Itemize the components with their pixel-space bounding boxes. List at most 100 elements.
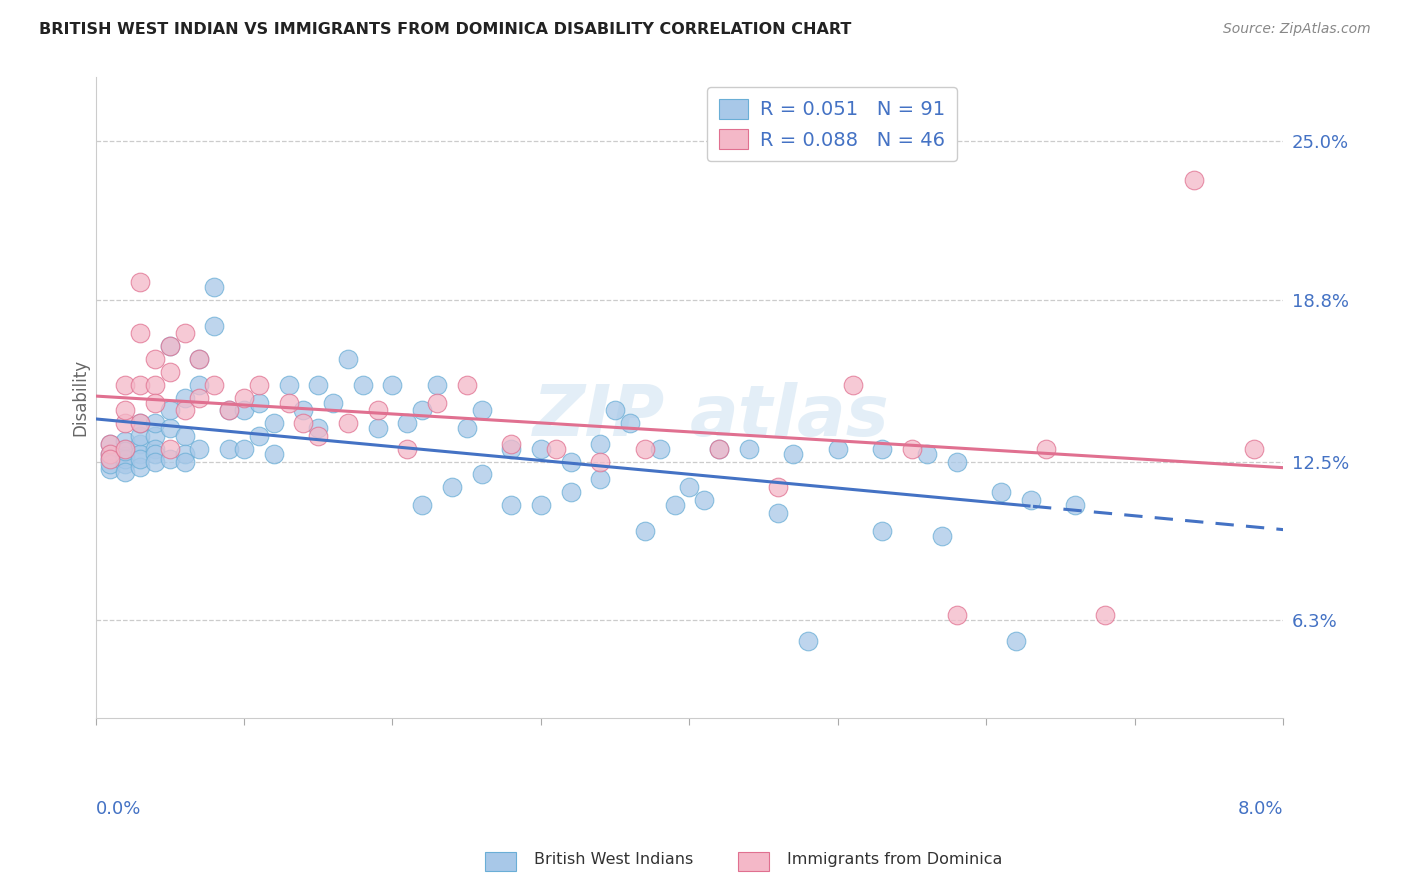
Point [247,377,270,392]
Text: Immigrants from Dominica: Immigrants from Dominica [787,852,1002,867]
Point [173,429,195,443]
Point [945,454,967,468]
Point [114,416,136,430]
Point [129,459,152,474]
Point [872,524,894,538]
Point [98,462,121,476]
Point [619,416,641,430]
Point [129,377,152,392]
Point [247,395,270,409]
Point [143,395,166,409]
Point [114,377,136,392]
Point [129,447,152,461]
Point [218,442,240,456]
Point [797,633,820,648]
Point [782,447,804,461]
Point [530,498,553,512]
Point [98,447,121,461]
Point [307,421,329,435]
Point [768,480,790,494]
Point [352,377,374,392]
Point [143,447,166,461]
Point [129,452,152,467]
Point [159,403,181,417]
Point [188,442,211,456]
Point [114,457,136,471]
Point [336,352,359,367]
Point [707,442,730,456]
Point [143,429,166,443]
Point [589,454,612,468]
Point [872,442,894,456]
Point [367,403,389,417]
Point [159,365,181,379]
Text: ZIP: ZIP [533,382,665,451]
Point [292,416,315,430]
Point [411,498,433,512]
Point [634,442,657,456]
Point [98,452,121,467]
Point [159,339,181,353]
Point [1094,608,1116,623]
Point [188,391,211,405]
Point [827,442,849,456]
Point [945,608,967,623]
Point [159,339,181,353]
Point [129,429,152,443]
Point [114,403,136,417]
Point [159,452,181,467]
Point [143,442,166,456]
Point [233,442,256,456]
Text: atlas: atlas [689,382,889,451]
Point [841,377,863,392]
Point [188,352,211,367]
Point [233,391,256,405]
Point [990,485,1012,500]
Point [233,403,256,417]
Point [931,529,953,543]
Point [129,436,152,450]
Point [129,275,152,289]
Point [693,492,716,507]
Point [114,442,136,456]
Y-axis label: Disability: Disability [72,359,89,436]
Point [456,421,478,435]
Point [129,416,152,430]
Point [589,472,612,486]
Point [307,429,329,443]
Point [98,457,121,471]
Point [336,416,359,430]
Point [98,436,121,450]
Legend: R = 0.051   N = 91, R = 0.088   N = 46: R = 0.051 N = 91, R = 0.088 N = 46 [707,87,956,161]
Point [173,391,195,405]
Point [143,377,166,392]
Point [114,450,136,464]
Point [768,506,790,520]
Point [738,442,761,456]
Point [114,465,136,479]
Point [456,377,478,392]
Point [98,452,121,467]
Point [501,436,523,450]
Point [605,403,627,417]
Point [396,442,419,456]
Point [173,403,195,417]
Point [188,377,211,392]
Point [634,524,657,538]
Point [560,454,582,468]
Point [114,452,136,467]
Point [1005,633,1028,648]
Point [322,395,344,409]
Point [678,480,700,494]
Point [426,395,449,409]
Point [143,454,166,468]
Point [915,447,938,461]
Point [143,416,166,430]
Point [396,416,419,430]
Text: BRITISH WEST INDIAN VS IMMIGRANTS FROM DOMINICA DISABILITY CORRELATION CHART: BRITISH WEST INDIAN VS IMMIGRANTS FROM D… [39,22,852,37]
Point [263,447,285,461]
Point [501,498,523,512]
Point [1035,442,1057,456]
Point [173,447,195,461]
Point [173,326,195,341]
